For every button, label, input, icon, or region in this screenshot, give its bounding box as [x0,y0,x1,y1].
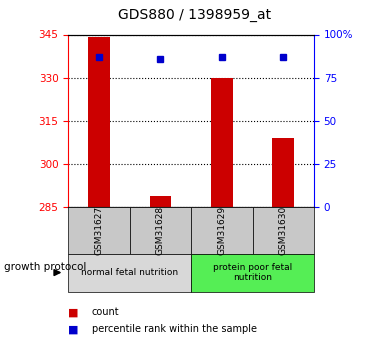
Text: ■: ■ [68,307,79,317]
Text: percentile rank within the sample: percentile rank within the sample [92,325,257,334]
Text: GDS880 / 1398959_at: GDS880 / 1398959_at [119,8,271,22]
Bar [211,78,232,207]
Bar [150,196,171,207]
Bar [88,37,110,207]
Text: count: count [92,307,119,317]
Bar [273,138,294,207]
Text: GSM31628: GSM31628 [156,206,165,255]
Text: growth protocol: growth protocol [4,263,86,272]
Text: GSM31627: GSM31627 [94,206,103,255]
Text: normal fetal nutrition: normal fetal nutrition [81,268,178,277]
Text: GSM31629: GSM31629 [217,206,226,255]
Text: ■: ■ [68,325,79,334]
Text: protein poor fetal
nutrition: protein poor fetal nutrition [213,263,292,282]
Text: GSM31630: GSM31630 [279,206,288,255]
